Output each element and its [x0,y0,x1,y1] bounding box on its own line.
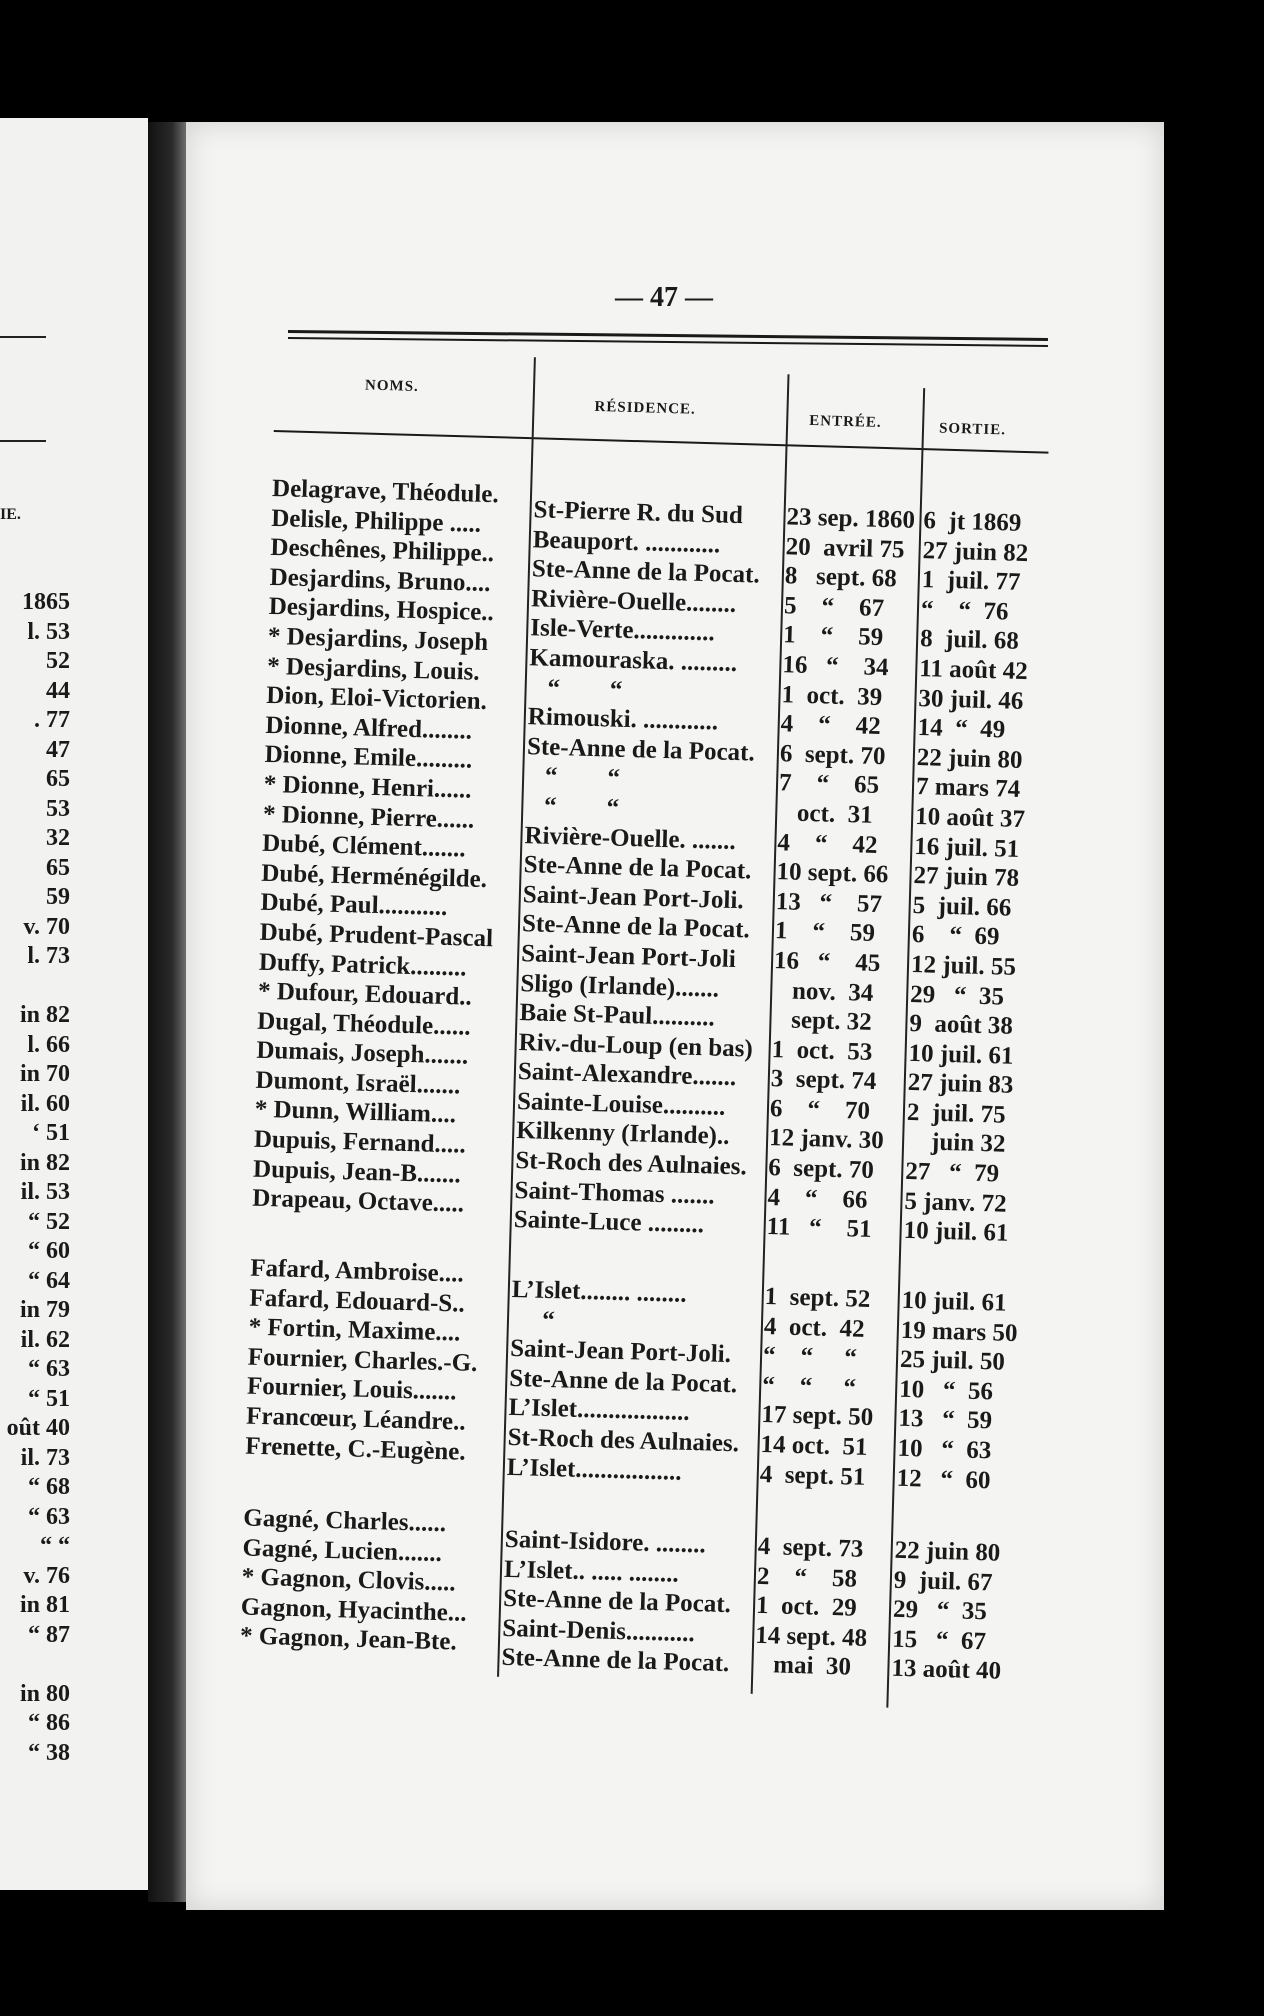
header-entree: ENTRÉE. [809,412,882,431]
sortie-cell: 13 août 40 [891,1655,1002,1686]
header-sortie: SORTIE. [938,420,1007,439]
left-page-value: 52 [46,648,70,674]
left-page-value: “ 51 [28,1385,70,1412]
left-page-value: “ 60 [28,1238,70,1264]
left-page-value: 47 [46,736,70,763]
left-page-value: 32 [46,825,70,851]
book-gutter [148,122,188,1902]
entry-group: Fafard, Ambroise.... L’Islet........ ....… [245,1255,1030,1494]
left-page-value: oût 40 [6,1415,70,1441]
left-page-value: il. 53 [20,1179,70,1205]
left-page-value [7,972,70,1002]
entree-cell: 4 sept. 51 [759,1460,866,1491]
left-page-value: v. 76 [23,1562,70,1589]
left-page-value: “ 64 [28,1267,70,1294]
left-page-value: in 82 [19,1149,70,1176]
left-page-value: “ 68 [28,1474,70,1500]
left-page-value: il. 73 [20,1444,70,1471]
left-page-value: v. 70 [23,913,70,940]
left-page-value: il. 60 [20,1090,70,1117]
left-page-value: l. 53 [27,618,70,645]
left-page-value: l. 66 [27,1031,70,1058]
left-page-value: “ 87 [28,1621,70,1648]
left-page-value: 1865 [22,589,70,615]
sortie-cell: 12 “ 60 [896,1464,991,1494]
right-page [186,122,1164,1910]
left-page-value: in 80 [19,1680,70,1707]
left-page-value: . 77 [34,707,70,733]
left-page-value: l. 73 [27,943,70,969]
name-cell: Frenette, C.-Eugène. [245,1432,466,1466]
left-page-value: “ 38 [28,1739,70,1766]
left-rule [0,440,46,442]
left-page-value: “ 52 [28,1208,70,1235]
left-page-value: 59 [46,884,70,910]
name-cell: Drapeau, Octave..... [251,1184,465,1218]
left-page-fragment: IE. 1865 l. 53 52 44 . 77 47 65 53 32 65 59 v. 70 l.… [0,118,148,1890]
page-number: — 47 — [615,282,713,313]
entry-group: Delagrave, Théodule. St-Pierre R. du Sud 2… [251,475,1052,1247]
left-page-value: 65 [46,766,70,792]
entree-cell: 11 “ 51 [766,1213,872,1244]
left-page-value: in 79 [19,1297,70,1323]
left-page-value: ‘ 51 [32,1120,70,1146]
header-residence: RÉSIDENCE. [594,398,697,418]
left-page-value: “ 86 [28,1710,70,1736]
left-page-value: “ “ [40,1533,70,1559]
name-cell: * Gagnon, Jean-Bte. [239,1622,458,1656]
sortie-cell: 10 juil. 61 [903,1217,1009,1248]
header-noms: NOMS. [364,377,419,395]
left-rule [0,336,46,338]
left-page-value: in 70 [19,1061,70,1087]
left-page-value: 44 [46,677,70,704]
entree-cell: mai 30 [754,1651,852,1681]
left-page-value: in 82 [19,1002,70,1028]
left-page-value: “ 63 [28,1503,70,1530]
left-page-value: il. 62 [20,1326,70,1353]
left-column-header: IE. [0,506,21,523]
left-page-value [7,1650,70,1680]
left-page-value: “ 63 [28,1356,70,1382]
left-page-value: 65 [46,854,70,881]
left-page-value: 53 [46,795,70,822]
left-page-value: in 81 [19,1592,70,1618]
left-page-values: 1865 l. 53 52 44. 77 47 65 53 32 65 59 v. 70 l. 73 … [7,588,70,1768]
entry-group: Gagné, Charles...... Saint-Isidore. .....… [239,1505,1024,1686]
